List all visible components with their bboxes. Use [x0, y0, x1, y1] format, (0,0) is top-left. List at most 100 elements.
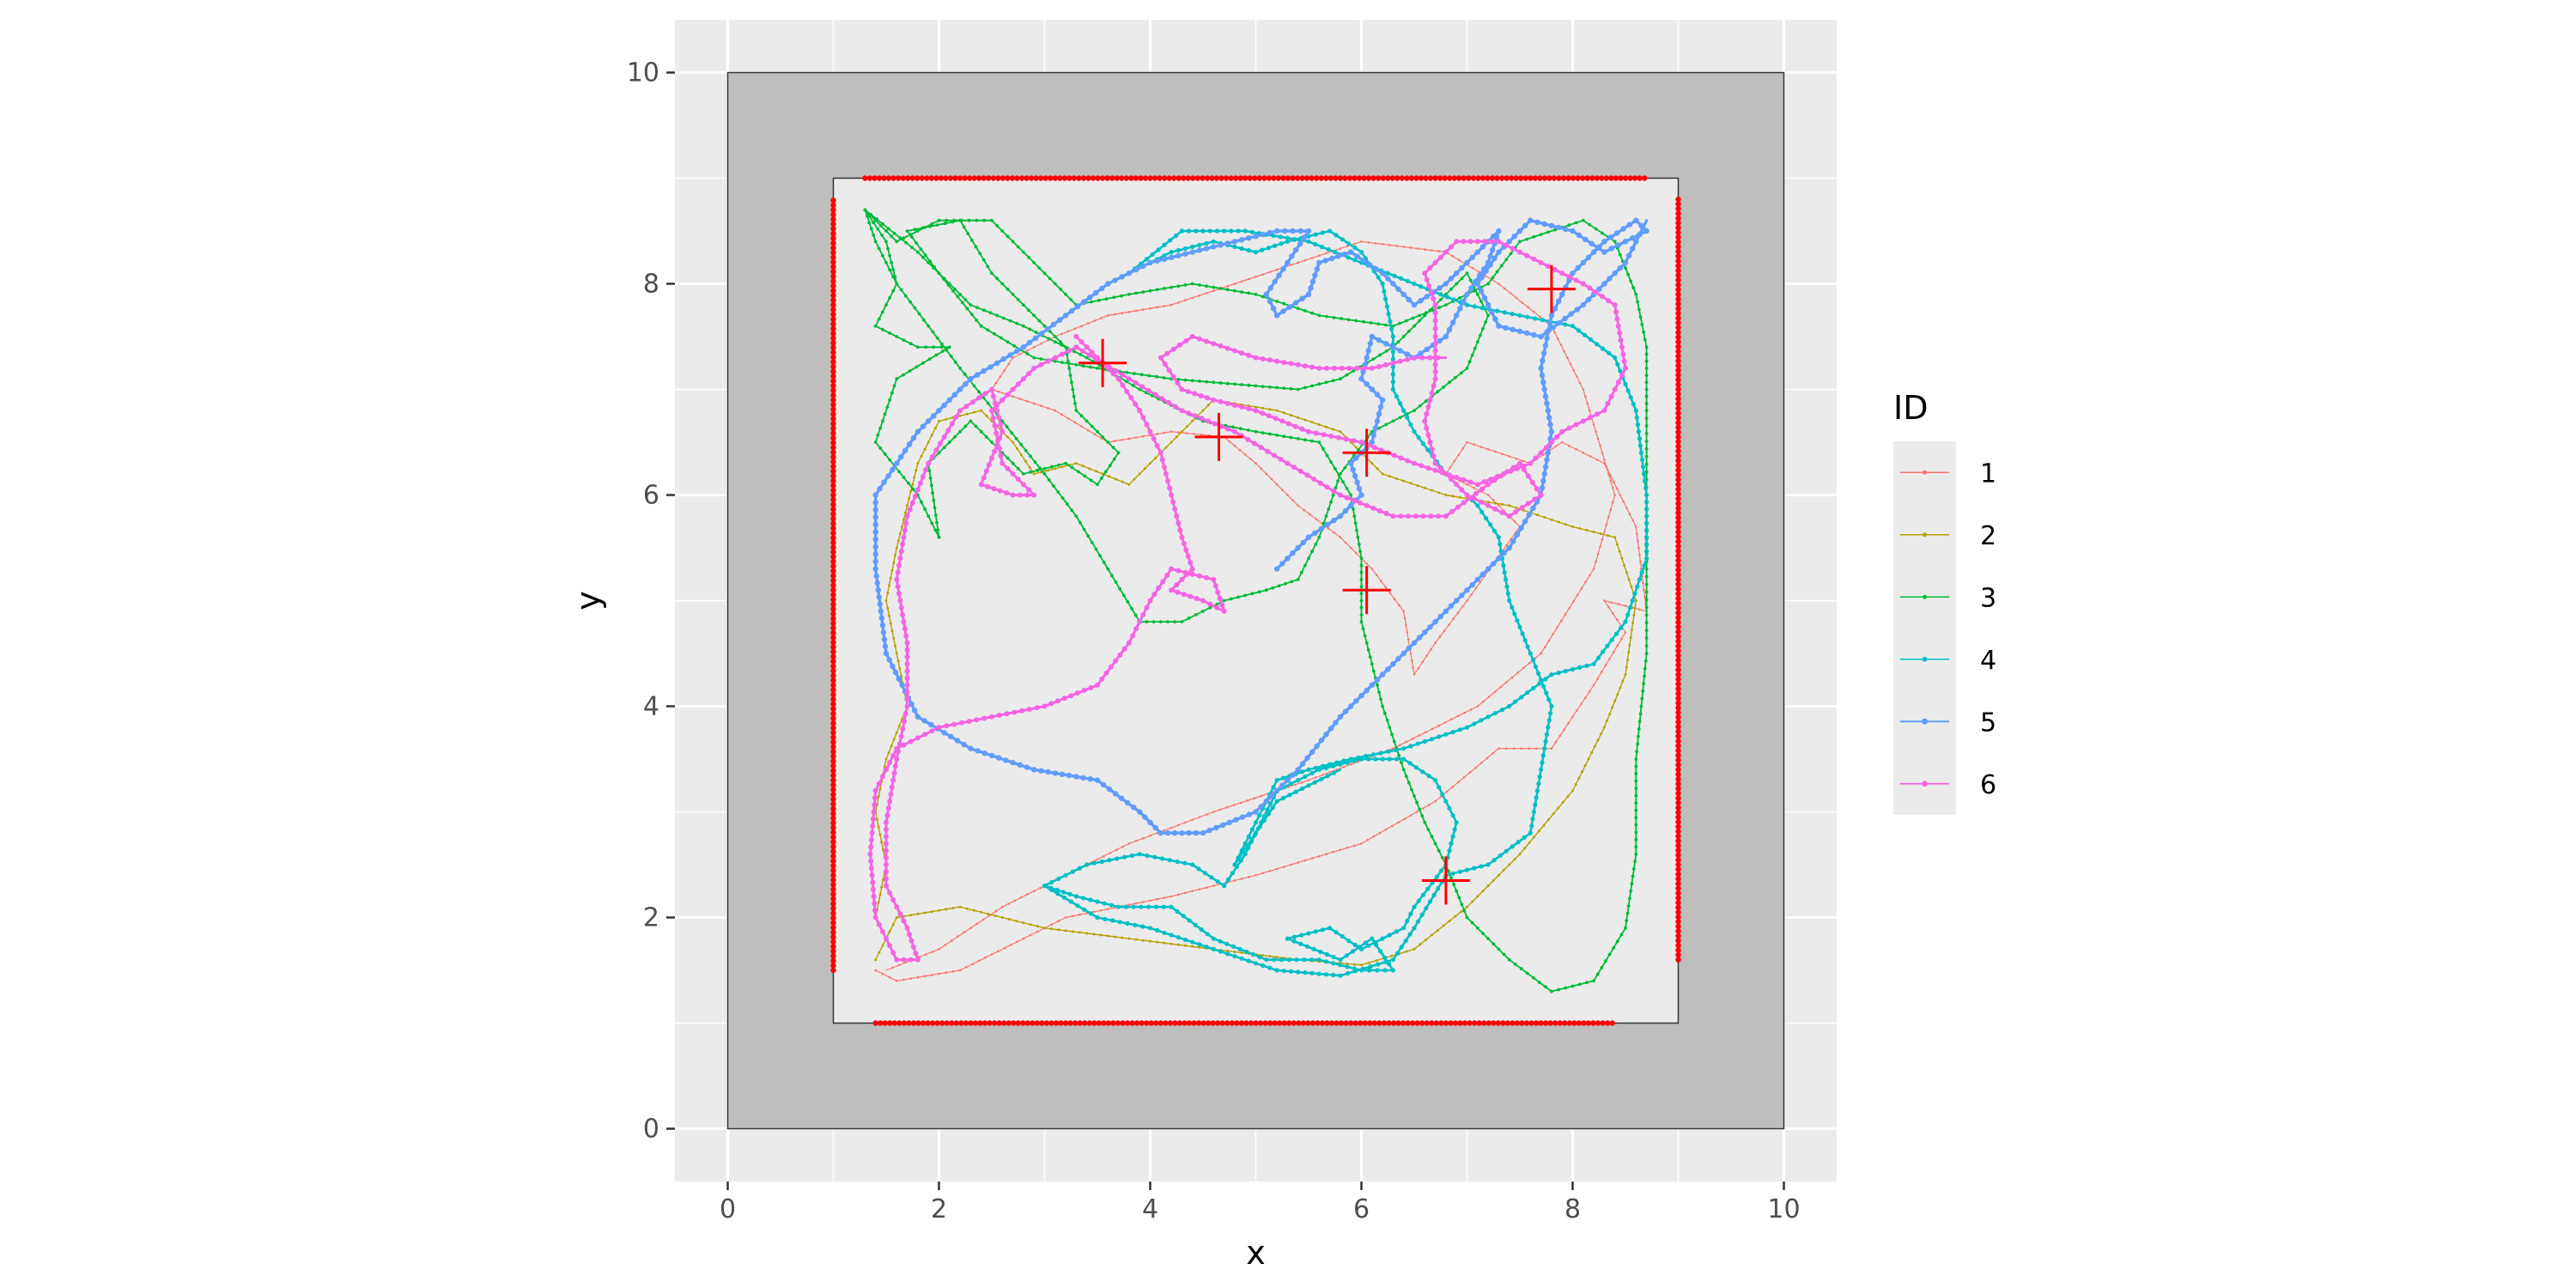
series-5-point	[1542, 343, 1549, 349]
boundary-point-right	[1675, 890, 1681, 896]
series-3-point	[956, 295, 960, 299]
series-3-point	[1630, 882, 1634, 885]
series-2-point	[945, 908, 948, 911]
boundary-point-bottom	[896, 1020, 902, 1026]
series-6-point	[1420, 513, 1426, 519]
series-1-point	[1107, 908, 1109, 910]
series-6-point	[1095, 682, 1100, 688]
series-6-point	[872, 802, 878, 808]
series-6-point	[1221, 608, 1227, 614]
series-6-point	[1004, 490, 1010, 495]
series-5-point	[892, 669, 899, 676]
boundary-point-right	[1675, 885, 1681, 891]
series-6-point	[1499, 510, 1505, 515]
boundary-point-left	[830, 520, 836, 526]
boundary-point-right	[1675, 842, 1681, 849]
series-5-point	[981, 368, 987, 374]
series-6-point	[1265, 448, 1271, 454]
boundary-point-top	[1052, 175, 1059, 181]
series-6-point	[914, 735, 920, 741]
series-4-point	[1341, 758, 1346, 763]
series-3-point	[1340, 317, 1343, 320]
series-2-point	[1528, 841, 1531, 844]
boundary-point-top	[1247, 175, 1253, 181]
series-3-point	[942, 276, 946, 281]
series-4-point	[1390, 356, 1395, 361]
boundary-point-right	[1675, 833, 1681, 839]
boundary-point-right	[1675, 762, 1681, 768]
series-6-point	[1454, 475, 1460, 480]
series-3-point	[1600, 966, 1604, 969]
series-4-point	[1498, 853, 1503, 859]
boundary-point-top	[1485, 175, 1491, 181]
series-3-point	[888, 331, 891, 335]
boundary-point-right	[1675, 814, 1681, 820]
boundary-point-top	[1541, 175, 1548, 181]
series-4-point	[1249, 827, 1255, 832]
series-3-point	[1479, 333, 1482, 337]
series-3-point	[1303, 386, 1307, 390]
series-4-point	[1388, 319, 1393, 324]
series-3-point	[1247, 383, 1251, 387]
series-4-point	[1485, 714, 1491, 720]
series-4-point	[1444, 295, 1449, 300]
series-3-point	[1337, 473, 1341, 477]
boundary-point-left	[830, 853, 836, 860]
series-3-point	[1500, 264, 1504, 268]
series-5-point	[1137, 809, 1143, 815]
boundary-point-bottom	[1072, 1020, 1078, 1026]
series-2-point	[920, 454, 923, 458]
series-3-point	[927, 261, 931, 264]
series-3-point	[913, 306, 917, 310]
series-5-point	[1570, 270, 1576, 276]
series-1-point	[1060, 332, 1063, 336]
series-1-point	[1479, 446, 1483, 448]
series-5-point	[1182, 251, 1188, 257]
boundary-point-right	[1675, 610, 1681, 616]
series-5-point	[1540, 357, 1546, 364]
series-2-point	[1206, 404, 1210, 407]
series-4-point	[1280, 795, 1286, 801]
series-3-point	[1198, 283, 1201, 287]
series-5-point	[1305, 291, 1312, 297]
series-3-point	[1155, 288, 1159, 292]
series-4-point	[1197, 242, 1202, 247]
series-6-point	[900, 541, 906, 547]
series-4-point	[1401, 926, 1406, 931]
series-5-point	[1443, 333, 1449, 340]
series-4-point	[1155, 927, 1160, 933]
series-4-point	[1420, 441, 1426, 447]
series-6-point	[1211, 397, 1217, 403]
series-5-point	[1200, 829, 1206, 836]
boundary-point-top	[876, 175, 883, 181]
series-6-point	[1260, 410, 1266, 416]
series-3-point	[1005, 234, 1010, 239]
series-3-point	[1564, 986, 1568, 990]
series-3-point	[884, 229, 888, 233]
series-6-point	[895, 569, 901, 575]
series-6-point	[1529, 479, 1535, 485]
series-6-point	[904, 661, 910, 667]
boundary-point-right	[1675, 857, 1681, 863]
series-3-point	[1438, 298, 1443, 301]
boundary-point-bottom	[958, 1020, 964, 1026]
boundary-point-bottom	[1062, 1020, 1069, 1026]
series-1-point	[1572, 369, 1575, 372]
series-5-point	[1548, 428, 1555, 434]
series-3-point	[1519, 967, 1523, 971]
series-4-point	[1296, 778, 1301, 783]
boundary-point-left	[830, 240, 836, 246]
series-6-point	[1179, 386, 1185, 392]
series-3-point	[1643, 666, 1647, 671]
boundary-point-top	[924, 175, 930, 181]
series-6-point	[1179, 576, 1185, 582]
series-3-point	[937, 535, 941, 539]
boundary-point-right	[1675, 818, 1681, 825]
series-6-point	[1432, 302, 1438, 308]
series-5-point	[1550, 325, 1556, 331]
series-1-point	[1156, 433, 1158, 435]
series-1-point	[1637, 546, 1640, 550]
boundary-point-right	[1675, 643, 1681, 649]
boundary-point-right	[1675, 900, 1681, 906]
series-5-point	[878, 615, 885, 622]
